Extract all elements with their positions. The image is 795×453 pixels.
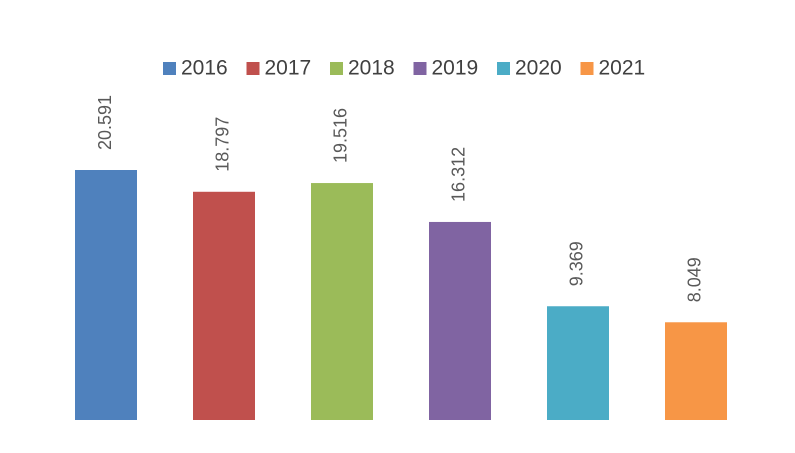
data-label: 18.797 (213, 117, 233, 172)
bar (75, 170, 137, 420)
legend-swatch (330, 62, 343, 75)
legend-swatch (246, 62, 260, 75)
data-label: 16.312 (449, 147, 469, 202)
legend-label: 2016 (181, 57, 228, 80)
bar (429, 221, 491, 420)
legend-swatch (163, 62, 176, 75)
legend-swatch (497, 62, 510, 75)
data-label: 19.516 (331, 108, 351, 163)
bar (193, 191, 255, 420)
legend-label: 2020 (515, 57, 562, 80)
legend-swatch (580, 62, 594, 75)
bar (547, 306, 609, 420)
legend-swatch (413, 62, 427, 75)
legend-label: 2021 (599, 57, 646, 80)
legend-label: 2018 (348, 57, 395, 80)
data-label: 20.591 (95, 95, 115, 150)
bar (311, 183, 373, 420)
data-label: 9.369 (567, 241, 587, 286)
bar (665, 322, 727, 420)
data-label: 8.049 (685, 257, 705, 302)
legend-label: 2017 (265, 57, 312, 80)
legend-label: 2019 (432, 57, 479, 80)
